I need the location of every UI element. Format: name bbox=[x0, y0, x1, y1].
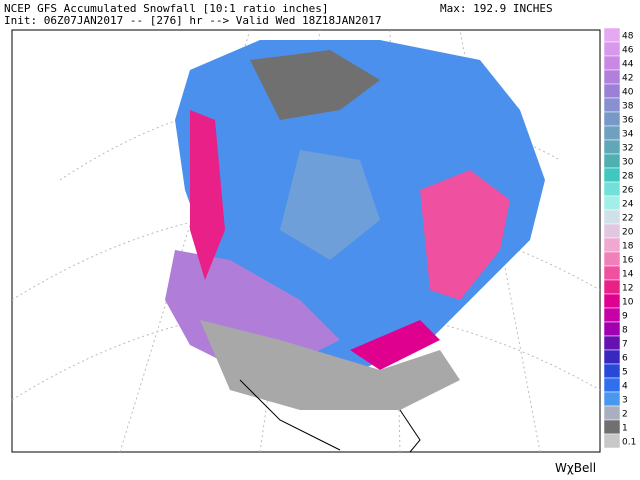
legend-label: 20 bbox=[622, 228, 634, 238]
legend-swatch bbox=[603, 111, 621, 127]
legend-label: 48 bbox=[622, 32, 634, 42]
legend-swatch bbox=[603, 139, 621, 155]
legend-swatch bbox=[603, 279, 621, 295]
legend-label: 12 bbox=[622, 284, 633, 294]
legend-label: 28 bbox=[622, 172, 634, 182]
legend-swatch bbox=[603, 153, 621, 169]
legend-swatch bbox=[603, 433, 621, 449]
legend-swatch bbox=[603, 419, 621, 435]
legend-label: 5 bbox=[622, 368, 628, 378]
legend-swatch bbox=[603, 349, 621, 365]
legend-label: 46 bbox=[622, 46, 634, 56]
legend-swatch bbox=[603, 363, 621, 379]
legend-swatch bbox=[603, 237, 621, 253]
legend-label: 0.1 bbox=[622, 438, 636, 448]
legend-swatch bbox=[603, 195, 621, 211]
legend-label: 7 bbox=[622, 340, 628, 350]
legend-label: 38 bbox=[622, 102, 634, 112]
legend-swatch bbox=[603, 83, 621, 99]
max-label: Max: 192.9 INCHES bbox=[440, 2, 553, 15]
legend-label: 40 bbox=[622, 88, 634, 98]
init-line: Init: 06Z07JAN2017 -- [276] hr --> Valid… bbox=[4, 14, 382, 27]
legend-swatch bbox=[603, 321, 621, 337]
legend-label: 18 bbox=[622, 242, 634, 252]
snow-field bbox=[165, 40, 545, 410]
legend-label: 16 bbox=[622, 256, 634, 266]
legend-swatch bbox=[603, 209, 621, 225]
legend-swatch bbox=[603, 69, 621, 85]
legend-swatch bbox=[603, 265, 621, 281]
legend-label: 2 bbox=[622, 410, 628, 420]
legend-label: 4 bbox=[622, 382, 628, 392]
legend-label: 30 bbox=[622, 158, 634, 168]
legend-label: 1 bbox=[622, 424, 628, 434]
legend-label: 26 bbox=[622, 186, 634, 196]
legend-swatch bbox=[603, 55, 621, 71]
legend-swatch bbox=[603, 223, 621, 239]
legend-swatch bbox=[603, 125, 621, 141]
title: NCEP GFS Accumulated Snowfall [10:1 rati… bbox=[4, 2, 329, 15]
legend-swatch bbox=[603, 251, 621, 267]
legend-label: 32 bbox=[622, 144, 633, 154]
legend-swatch bbox=[603, 181, 621, 197]
legend-label: 36 bbox=[622, 116, 634, 126]
coastline bbox=[239, 379, 421, 453]
legend-label: 24 bbox=[622, 200, 634, 210]
watermark: WχBell bbox=[555, 461, 596, 475]
legend-swatch bbox=[603, 41, 621, 57]
legend-label: 9 bbox=[622, 312, 628, 322]
legend-label: 8 bbox=[622, 326, 628, 336]
legend-swatch bbox=[603, 97, 621, 113]
legend-swatch bbox=[603, 167, 621, 183]
legend-label: 10 bbox=[622, 298, 634, 308]
legend-swatch bbox=[603, 377, 621, 393]
legend-label: 42 bbox=[622, 74, 633, 84]
legend-label: 22 bbox=[622, 214, 633, 224]
legend-label: 6 bbox=[622, 354, 628, 364]
legend-swatch bbox=[603, 405, 621, 421]
legend: 4846444240383634323028262422201816141210… bbox=[603, 27, 636, 449]
legend-label: 14 bbox=[622, 270, 634, 280]
legend-label: 3 bbox=[622, 396, 628, 406]
legend-swatch bbox=[603, 391, 621, 407]
legend-label: 34 bbox=[622, 130, 634, 140]
legend-swatch bbox=[603, 335, 621, 351]
legend-swatch bbox=[603, 307, 621, 323]
legend-label: 44 bbox=[622, 60, 634, 70]
legend-swatch bbox=[603, 293, 621, 309]
legend-swatch bbox=[603, 27, 621, 43]
